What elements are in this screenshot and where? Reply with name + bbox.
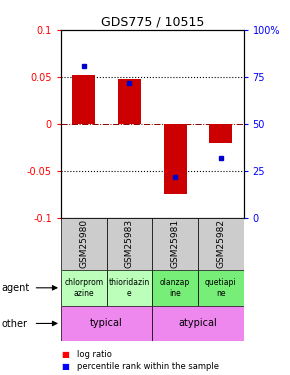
- Bar: [164, 124, 186, 194]
- Bar: [152, 306, 244, 341]
- Text: atypical: atypical: [179, 318, 217, 328]
- Text: agent: agent: [1, 283, 30, 293]
- Text: GSM25980: GSM25980: [79, 219, 88, 268]
- Bar: [106, 217, 152, 270]
- Text: quetiapi
ne: quetiapi ne: [205, 278, 237, 297]
- Bar: [106, 270, 152, 306]
- Title: GDS775 / 10515: GDS775 / 10515: [101, 16, 204, 29]
- Bar: [72, 75, 95, 124]
- Bar: [209, 124, 232, 142]
- Text: thioridazin
e: thioridazin e: [109, 278, 150, 297]
- Text: ■: ■: [61, 362, 69, 371]
- Text: ■: ■: [61, 350, 69, 359]
- Text: GSM25981: GSM25981: [171, 219, 180, 268]
- Text: log ratio: log ratio: [77, 350, 112, 359]
- Bar: [61, 306, 152, 341]
- Bar: [61, 217, 106, 270]
- Bar: [118, 79, 141, 124]
- Bar: [198, 217, 244, 270]
- Bar: [152, 270, 198, 306]
- Text: percentile rank within the sample: percentile rank within the sample: [77, 362, 219, 371]
- Bar: [61, 270, 106, 306]
- Text: GSM25983: GSM25983: [125, 219, 134, 268]
- Bar: [198, 270, 244, 306]
- Text: chlorprom
azine: chlorprom azine: [64, 278, 103, 297]
- Text: other: other: [1, 319, 28, 328]
- Bar: [152, 217, 198, 270]
- Text: typical: typical: [90, 318, 123, 328]
- Text: GSM25982: GSM25982: [216, 219, 225, 268]
- Text: olanzap
ine: olanzap ine: [160, 278, 190, 297]
